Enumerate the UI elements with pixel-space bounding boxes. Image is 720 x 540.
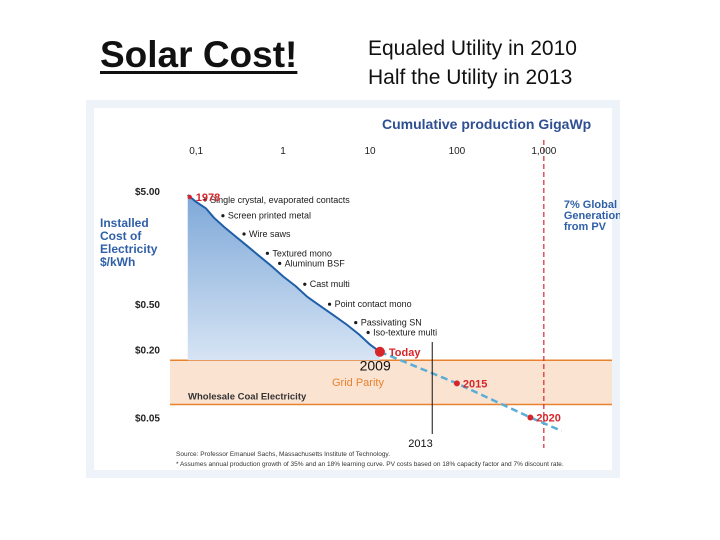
innovation-label: Aluminum BSF xyxy=(285,258,346,268)
milestone-label: Today xyxy=(389,347,421,359)
innovation-label: Textured mono xyxy=(272,248,332,258)
milestone-point xyxy=(527,414,534,421)
chart-assumptions-footnote: * Assumes annual production growth of 35… xyxy=(176,461,564,468)
milestone-label: 2015 xyxy=(463,378,487,390)
innovation-label: Single crystal, evaporated contacts xyxy=(210,195,350,205)
solar-cost-chart: Retail Natural Gas ElectricityWholesale … xyxy=(86,100,620,478)
milestone-label: 1978 xyxy=(196,192,220,204)
innovation-point xyxy=(203,198,207,202)
chart-source-footnote: Source: Professor Emanuel Sachs, Massach… xyxy=(176,451,390,458)
y-axis-title: Electricity xyxy=(100,242,158,256)
y-axis-title: Installed xyxy=(100,216,149,230)
innovation-point xyxy=(242,232,246,236)
grid-parity-label: Grid Parity xyxy=(332,377,384,389)
milestone-label: 2020 xyxy=(536,412,560,424)
innovation-point xyxy=(265,251,269,255)
annotation-2009: 2009 xyxy=(360,357,391,373)
innovation-point xyxy=(366,330,370,335)
innovation-point xyxy=(221,214,225,218)
innovation-label: Point contact mono xyxy=(335,299,412,309)
innovation-label: Iso-texture multi xyxy=(373,327,437,337)
annotation-2013: 2013 xyxy=(408,438,432,450)
innovation-label: Passivating SN xyxy=(361,318,422,328)
milestone-point xyxy=(374,346,385,357)
innovation-label: Screen printed metal xyxy=(228,211,311,221)
y-axis-title: $/kWh xyxy=(100,255,135,269)
x-tick-label: 10 xyxy=(364,146,376,157)
y-tick-label: $0.20 xyxy=(135,345,160,356)
y-tick-label: $0.05 xyxy=(135,413,160,424)
chart-title: Cumulative production GigaWp xyxy=(382,116,591,132)
y-axis-title: Cost of xyxy=(100,229,142,243)
grid-parity-zone xyxy=(170,360,612,405)
y-tick-label: $0.50 xyxy=(135,300,160,311)
global-generation-label: 7% Global xyxy=(564,199,617,211)
slide-note-half: Half the Utility in 2013 xyxy=(368,66,573,89)
innovation-point xyxy=(354,321,358,325)
x-tick-label: 1,000 xyxy=(531,146,556,157)
innovation-point xyxy=(278,261,282,265)
milestone-point xyxy=(453,380,460,387)
x-tick-label: 100 xyxy=(449,146,466,157)
innovation-point xyxy=(327,302,332,306)
innovation-label: Wire saws xyxy=(249,229,291,239)
price-band-label: Wholesale Coal Electricity xyxy=(188,392,307,403)
historical-cost-line xyxy=(187,194,381,353)
y-tick-label: $5.00 xyxy=(135,187,160,198)
slide-note-parity: Equaled Utility in 2010 xyxy=(368,37,577,60)
chart-panel xyxy=(94,108,612,470)
milestone-point xyxy=(187,194,192,200)
innovation-label: Cast multi xyxy=(310,279,350,289)
innovation-point xyxy=(303,282,307,286)
x-tick-label: 1 xyxy=(280,146,286,157)
global-generation-label: from PV xyxy=(564,221,607,233)
x-tick-label: 0,1 xyxy=(189,146,203,157)
global-generation-label: Generation xyxy=(564,210,620,222)
slide-title: Solar Cost! xyxy=(100,34,298,75)
projection-cost-line xyxy=(379,350,563,433)
chart-svg: Retail Natural Gas ElectricityWholesale … xyxy=(86,100,620,478)
